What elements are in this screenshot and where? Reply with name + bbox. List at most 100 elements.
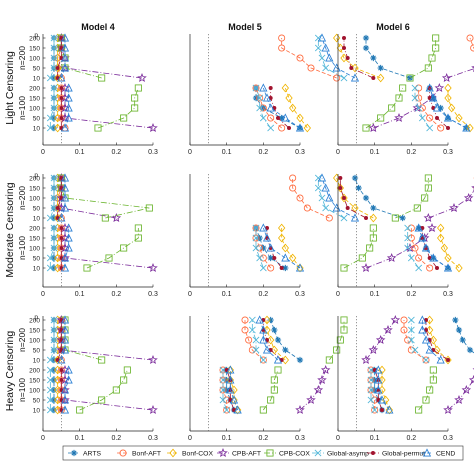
data-marker [50, 44, 58, 52]
data-marker [223, 406, 231, 414]
legend: ARTS Bonf-AFT Bonf-COX CPB-AFT CPB-COX Global… [62, 445, 464, 461]
series-cpb-cox [325, 316, 348, 364]
data-marker [362, 34, 370, 42]
data-marker [60, 53, 70, 62]
data-marker [406, 74, 414, 82]
series-cend [60, 365, 73, 414]
series-cpb-cox [57, 174, 153, 222]
data-marker [388, 104, 396, 112]
data-marker [245, 336, 253, 344]
x-tick-label: 0 [41, 291, 45, 298]
data-marker [424, 174, 432, 182]
data-marker [60, 335, 70, 344]
data-marker [338, 176, 343, 180]
series-line [64, 88, 154, 129]
series-line [321, 37, 356, 79]
data-marker [325, 193, 334, 202]
data-marker [413, 204, 421, 212]
data-marker [407, 336, 415, 344]
series-cend [57, 315, 70, 364]
panel-2-2: 0 0.1 0.2 0.3 [336, 315, 474, 442]
y-tick-label: 200 [29, 367, 40, 374]
data-marker [64, 83, 73, 92]
data-marker [350, 213, 360, 222]
y-tick-label: 10 [33, 265, 41, 272]
series-cpb-cox [259, 366, 282, 414]
data-marker [364, 216, 368, 220]
column-title-model-5: Model 5 [228, 22, 262, 32]
data-marker [425, 345, 434, 354]
data-marker [418, 233, 427, 242]
data-marker [345, 56, 350, 60]
data-marker [351, 63, 359, 73]
data-marker [407, 316, 415, 324]
data-marker [404, 224, 412, 232]
data-marker [252, 346, 260, 354]
series-bonf-cox [333, 33, 385, 83]
data-marker [273, 355, 283, 364]
series-line [447, 377, 474, 411]
legend-item: Global-permut [367, 451, 425, 458]
data-marker [333, 346, 341, 354]
data-marker [278, 233, 286, 243]
data-marker [252, 84, 260, 92]
data-marker [46, 406, 54, 414]
data-marker [418, 114, 426, 122]
series-line [343, 228, 374, 269]
data-marker [60, 63, 70, 72]
series-line [418, 227, 449, 269]
legend-label: CPB-COX [279, 451, 310, 458]
series-line [281, 228, 301, 269]
series-arts [362, 34, 414, 82]
data-marker [70, 449, 78, 457]
y-tick-label: 50 [33, 397, 41, 404]
data-marker [454, 394, 464, 405]
data-marker [259, 335, 268, 344]
data-marker [368, 122, 379, 133]
data-marker [252, 224, 260, 232]
data-marker [60, 193, 70, 202]
data-marker [437, 223, 445, 233]
data-marker [270, 345, 278, 355]
series-cpb-aft [423, 186, 474, 223]
series-line [317, 38, 345, 79]
panel-1-0: 0 0.1 0.2 0.3 [188, 33, 474, 156]
y-tick-label: 200 [29, 35, 40, 42]
x-tick-label: 0.2 [406, 149, 416, 156]
series-line [49, 320, 55, 361]
series-global-permut [55, 36, 64, 80]
data-marker [411, 346, 419, 354]
data-marker [380, 408, 384, 412]
series-bonf-cox [54, 223, 62, 273]
x-tick-label: 0 [188, 149, 192, 156]
data-marker [248, 326, 256, 334]
series-cend [259, 223, 305, 272]
series-cpb-aft [361, 314, 401, 365]
y-tick-label: 150 [29, 377, 40, 384]
series-line [57, 178, 62, 218]
data-marker [50, 54, 58, 62]
series-arts [452, 316, 474, 354]
series-line [222, 370, 228, 411]
data-marker [358, 254, 366, 262]
data-marker [325, 53, 334, 62]
series-arts [351, 174, 406, 222]
data-marker [120, 376, 128, 384]
data-marker [54, 113, 62, 123]
data-marker [50, 184, 58, 192]
data-marker [426, 264, 434, 272]
data-marker [54, 365, 62, 375]
data-marker [50, 366, 58, 374]
sample-size-label: n=100 [17, 236, 27, 260]
panel-2-0: 0 0.1 0.2 0.3 [336, 34, 474, 156]
data-marker [422, 448, 432, 457]
series-line [381, 370, 390, 411]
y-tick-label: 150 [29, 235, 40, 242]
series-line [425, 320, 449, 361]
data-marker [278, 124, 286, 132]
data-marker [440, 243, 448, 253]
series-global-asymp [252, 84, 275, 132]
data-marker [386, 252, 397, 263]
data-marker [272, 256, 277, 260]
series-line [317, 178, 345, 219]
